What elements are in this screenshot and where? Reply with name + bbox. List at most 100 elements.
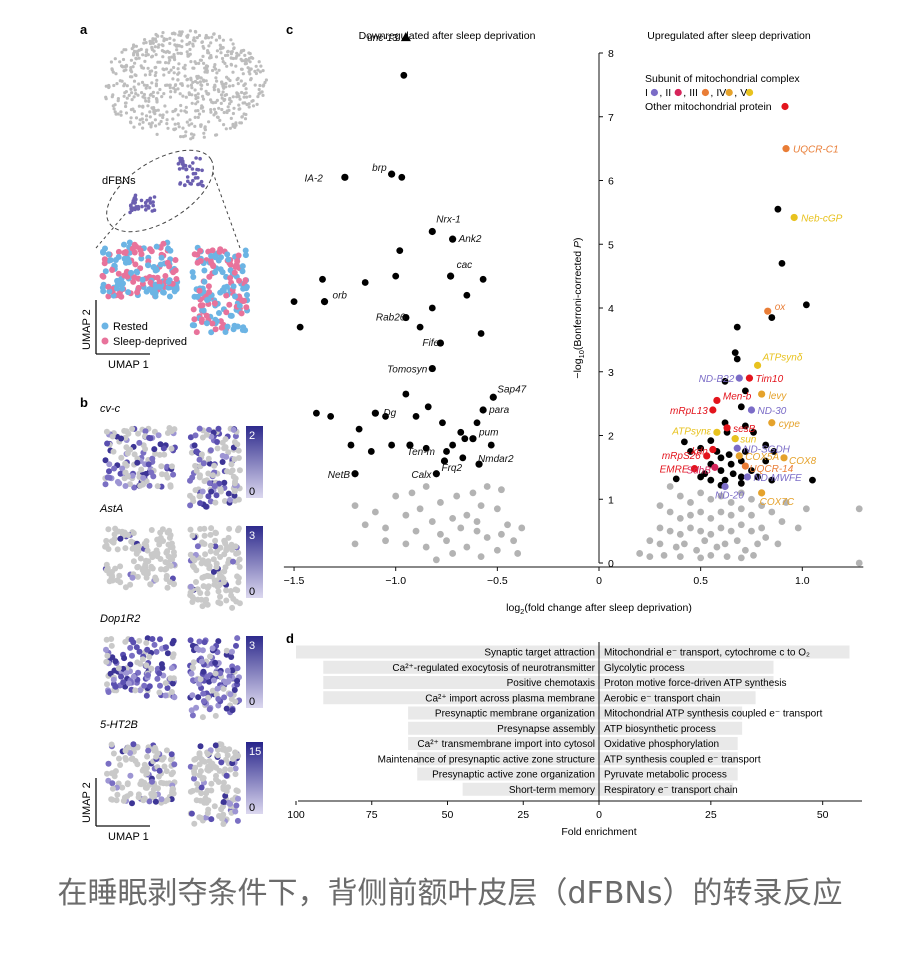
umap-cell-dot bbox=[197, 112, 202, 116]
gene-cell-dot bbox=[224, 667, 231, 674]
umap-cell-dot bbox=[179, 32, 183, 36]
dfbn-cell-dot bbox=[148, 201, 153, 205]
volcano-label-orb: orb bbox=[333, 291, 348, 302]
dfbn-cell-dot bbox=[153, 266, 160, 272]
volcano-point-COX8 bbox=[780, 454, 788, 462]
dfbn-cell-dot bbox=[223, 292, 230, 299]
gene-cell-dot bbox=[229, 648, 235, 655]
dfbn-cell-dot bbox=[112, 257, 119, 263]
colorbar-max-label: 2 bbox=[249, 430, 255, 442]
gene-cell-dot bbox=[125, 744, 131, 751]
umap-cell-dot bbox=[140, 66, 144, 70]
umap-cell-dot bbox=[124, 48, 128, 52]
volcano-label-COX7C: COX7C bbox=[760, 497, 795, 508]
umap-cell-dot bbox=[173, 58, 177, 62]
umap-cell-dot bbox=[172, 127, 176, 131]
umap-cell-dot bbox=[146, 104, 150, 108]
gene-cell-dot bbox=[210, 556, 217, 563]
gene-cell-dot bbox=[143, 639, 150, 646]
dfbn-cell-dot bbox=[132, 261, 139, 268]
dfbn-cell-dot bbox=[135, 284, 142, 291]
gene-cell-dot bbox=[217, 554, 224, 560]
gene-cell-dot bbox=[235, 579, 242, 586]
colorbar-max-label: 15 bbox=[249, 746, 261, 758]
dfbn-cell-dot bbox=[183, 163, 188, 168]
gene-cell-dot bbox=[197, 500, 204, 507]
volcano-point-significant bbox=[707, 476, 715, 484]
umap-cell-dot bbox=[226, 49, 230, 53]
volcano-label-kdn: kdn bbox=[692, 447, 709, 458]
umap-cell-dot bbox=[119, 110, 123, 114]
volcano-point-nonsignificant bbox=[741, 546, 749, 554]
umap-cell-dot bbox=[186, 84, 190, 88]
volcano-label-sun: sun bbox=[740, 435, 757, 446]
gene-cell-dot bbox=[203, 790, 210, 797]
gene-cell-dot bbox=[132, 687, 139, 694]
gene-cell-dot bbox=[124, 473, 131, 480]
gene-cell-dot bbox=[201, 532, 208, 539]
umap-cell-dot bbox=[148, 72, 152, 77]
umap-cell-dot bbox=[259, 64, 263, 68]
umap-cell-dot bbox=[132, 79, 137, 83]
umap-cell-dot bbox=[256, 95, 260, 99]
umap-cell-dot bbox=[261, 69, 265, 73]
volcano-point-significant bbox=[457, 428, 465, 436]
volcano-point-nonsignificant bbox=[687, 499, 694, 506]
umap-cell-dot bbox=[234, 64, 238, 68]
gene-cell-dot bbox=[200, 583, 207, 590]
gene-cell-dot bbox=[199, 574, 206, 581]
gene-cell-dot bbox=[211, 462, 218, 469]
volcano-point-significant bbox=[367, 448, 375, 455]
umap-cell-dot bbox=[129, 116, 133, 120]
x-tick-label: −0.5 bbox=[487, 575, 508, 587]
dfbn-cell-dot bbox=[200, 183, 205, 188]
umap-cell-dot bbox=[144, 99, 148, 103]
gene-cell-dot bbox=[104, 681, 110, 688]
gene-cell-dot bbox=[192, 432, 199, 439]
volcano-point-significant bbox=[412, 412, 420, 420]
gene-cell-dot bbox=[208, 780, 215, 787]
enrichment-bar-right bbox=[599, 660, 774, 674]
volcano-label-cac: cac bbox=[457, 260, 473, 271]
umap-cell-dot bbox=[166, 49, 170, 53]
gene-cell-dot bbox=[169, 640, 176, 647]
umap-cell-dot bbox=[154, 84, 158, 88]
umap-cell-dot bbox=[229, 38, 233, 42]
panel-letter-b: b bbox=[80, 395, 88, 410]
dfbn-cell-dot bbox=[197, 182, 202, 186]
gene-cell-dot bbox=[191, 770, 198, 777]
umap-cell-dot bbox=[221, 38, 225, 42]
dfbn-cell-dot bbox=[126, 239, 133, 246]
umap-cell-dot bbox=[153, 37, 157, 41]
gene-cell-dot bbox=[136, 439, 143, 446]
umap-cell-dot bbox=[151, 94, 155, 98]
dfbn-cell-dot bbox=[191, 251, 198, 258]
dfbn-cell-dot bbox=[216, 310, 222, 316]
umap-cell-dot bbox=[248, 72, 252, 76]
gene-cell-dot bbox=[111, 465, 118, 472]
gene-cell-dot bbox=[197, 472, 203, 479]
volcano-point-nonsignificant bbox=[737, 489, 745, 497]
gene-cell-dot bbox=[187, 526, 194, 533]
gene-cell-dot bbox=[137, 555, 144, 562]
umap-cell-dot bbox=[241, 72, 245, 76]
dfbn-cell-dot bbox=[160, 240, 167, 247]
gene-cell-dot bbox=[200, 698, 207, 705]
gene-cell-dot bbox=[142, 784, 149, 791]
volcano-point-nonsignificant bbox=[656, 524, 664, 532]
gene-cell-dot bbox=[145, 747, 152, 754]
umap-cell-dot bbox=[263, 80, 267, 85]
gene-cell-dot bbox=[163, 549, 170, 556]
legend-complex-swatch bbox=[674, 88, 682, 97]
gene-cell-dot bbox=[220, 779, 227, 786]
volcano-point-brp bbox=[388, 170, 396, 178]
umap-cell-dot bbox=[125, 84, 129, 88]
volcano-point-nonsignificant bbox=[750, 551, 757, 559]
umap-cell-dot bbox=[133, 61, 137, 65]
enrichment-term-right: Proton motive force-driven ATP synthesis bbox=[604, 678, 787, 689]
gene-name-label: 5-HT2B bbox=[100, 719, 138, 731]
gene-cell-dot bbox=[199, 557, 206, 564]
gene-cell-dot bbox=[199, 714, 206, 721]
umap-cell-dot bbox=[258, 91, 262, 95]
umap-cell-dot bbox=[261, 84, 265, 88]
